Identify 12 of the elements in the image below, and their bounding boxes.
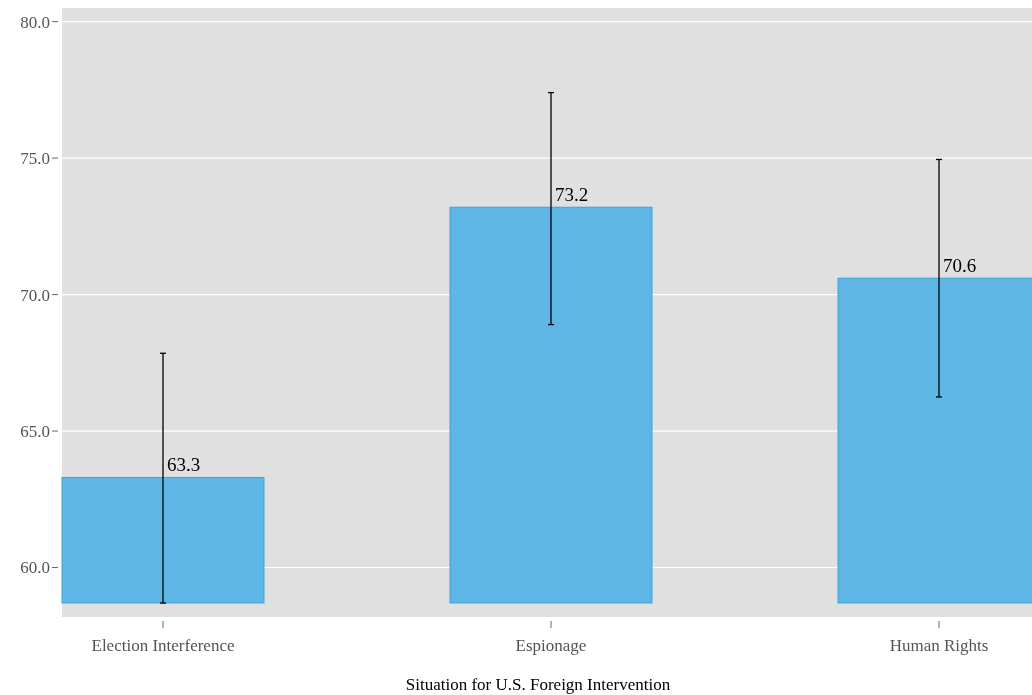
y-tick-label: 80.0 (20, 12, 50, 32)
data-label: 63.3 (167, 454, 201, 476)
x-tick-label: Human Rights (889, 636, 989, 655)
y-tick-label: 65.0 (20, 422, 50, 441)
x-tick-label: Espionage (515, 636, 587, 655)
y-tick-label: 60.0 (20, 558, 50, 578)
data-label: 73.2 (555, 184, 589, 206)
y-tick-label: 75.0 (20, 149, 50, 169)
y-tick-label: 70.0 (20, 285, 50, 305)
x-tick-label: Election Interference (91, 636, 235, 655)
data-label: 70.6 (943, 255, 977, 277)
x-axis-title: Situation for U.S. Foreign Intervention (405, 675, 671, 694)
